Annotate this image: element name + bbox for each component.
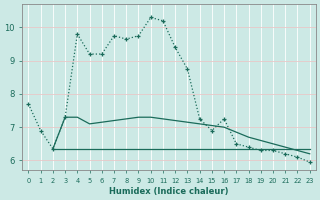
X-axis label: Humidex (Indice chaleur): Humidex (Indice chaleur): [109, 187, 229, 196]
